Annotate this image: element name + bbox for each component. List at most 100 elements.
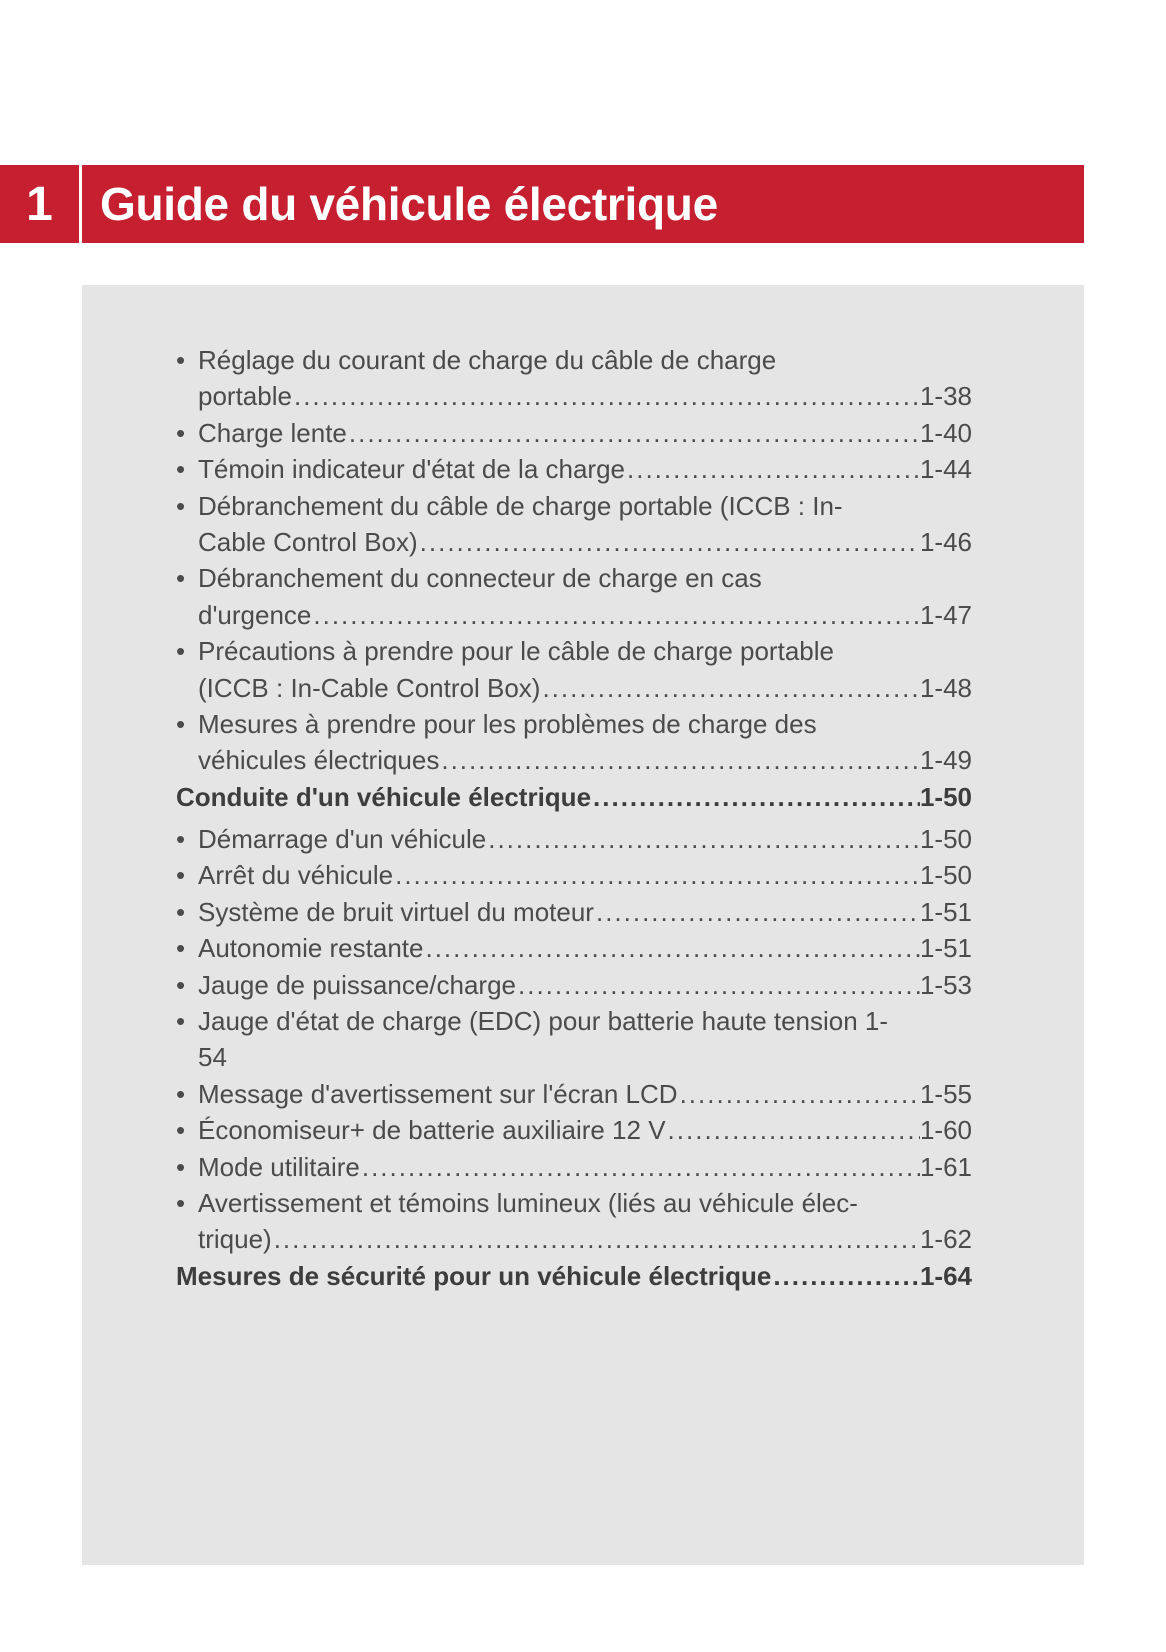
toc-leader	[625, 451, 920, 487]
bullet-icon: •	[176, 1076, 198, 1112]
toc-leader	[486, 821, 920, 857]
bullet-icon: •	[176, 342, 198, 378]
bullet-icon: •	[176, 894, 198, 930]
toc-text-line: • Débranchement du câble de charge porta…	[176, 488, 972, 524]
toc-last-line: d'urgence1-47	[176, 597, 972, 633]
toc-page-number: 1-38	[920, 378, 972, 414]
toc-label: • Réglage du courant de charge du câble …	[176, 342, 776, 378]
toc-leader	[292, 378, 920, 414]
toc-last-line: 54	[176, 1039, 972, 1075]
toc-label: • Témoin indicateur d'état de la charge	[176, 451, 625, 487]
toc-last-line: portable1-38	[176, 378, 972, 414]
bullet-icon: •	[176, 1149, 198, 1185]
toc-item: • Arrêt du véhicule 1-50	[176, 857, 972, 893]
toc-label: • Arrêt du véhicule	[176, 857, 393, 893]
chapter-number-box: 1	[0, 165, 82, 243]
toc-label: • Précautions à prendre pour le câble de…	[176, 633, 834, 669]
toc-page-number: 1-55	[920, 1076, 972, 1112]
toc-label: • Économiseur+ de batterie auxiliaire 12…	[176, 1112, 666, 1148]
toc-last-line: • Économiseur+ de batterie auxiliaire 12…	[176, 1112, 972, 1148]
toc-last-line: Conduite d'un véhicule électrique 1-50	[176, 779, 972, 815]
toc-last-line: (ICCB : In-Cable Control Box)1-48	[176, 670, 972, 706]
toc-leader	[311, 597, 920, 633]
toc-label: Cable Control Box)	[176, 524, 418, 560]
bullet-icon: •	[176, 488, 198, 524]
toc-leader	[540, 670, 920, 706]
toc-label: • Mesures à prendre pour les problèmes d…	[176, 706, 817, 742]
toc-text-line: • Précautions à prendre pour le câble de…	[176, 633, 972, 669]
toc-item: • Système de bruit virtuel du moteur 1-51	[176, 894, 972, 930]
toc-page-number: 1-51	[920, 894, 972, 930]
toc-last-line: • Démarrage d'un véhicule 1-50	[176, 821, 972, 857]
bullet-icon: •	[176, 560, 198, 596]
toc-item: • Économiseur+ de batterie auxiliaire 12…	[176, 1112, 972, 1148]
toc-page-number: 1-60	[920, 1112, 972, 1148]
toc-item: • Autonomie restante 1-51	[176, 930, 972, 966]
bullet-icon: •	[176, 1112, 198, 1148]
toc-item: • Avertissement et témoins lumineux (lié…	[176, 1185, 972, 1258]
toc-label: véhicules électriques	[176, 742, 439, 778]
toc-label: Conduite d'un véhicule électrique	[176, 779, 591, 815]
toc-heading: Mesures de sécurité pour un véhicule éle…	[176, 1258, 972, 1294]
toc-text-line: • Débranchement du connecteur de charge …	[176, 560, 972, 596]
toc-label: • Message d'avertissement sur l'écran LC…	[176, 1076, 678, 1112]
toc-leader	[347, 415, 920, 451]
toc-page-number: 1-49	[920, 742, 972, 778]
toc-last-line: • Autonomie restante 1-51	[176, 930, 972, 966]
toc-leader	[678, 1076, 920, 1112]
toc-leader	[591, 779, 920, 815]
toc-label: trique)	[176, 1221, 272, 1257]
toc-last-line: • Témoin indicateur d'état de la charge 1…	[176, 451, 972, 487]
toc-page-number: 1-50	[920, 779, 972, 815]
toc-label: • Débranchement du connecteur de charge …	[176, 560, 762, 596]
toc-last-line: • Jauge de puissance/charge 1-53	[176, 967, 972, 1003]
toc-leader	[594, 894, 920, 930]
toc-last-line: • Système de bruit virtuel du moteur 1-51	[176, 894, 972, 930]
bullet-icon: •	[176, 1185, 198, 1221]
toc-item: • Mode utilitaire 1-61	[176, 1149, 972, 1185]
toc-page-number: 1-61	[920, 1149, 972, 1185]
toc-leader	[771, 1258, 920, 1294]
toc-item: • Débranchement du câble de charge porta…	[176, 488, 972, 561]
toc-page-number: 1-64	[920, 1258, 972, 1294]
toc-last-line: Mesures de sécurité pour un véhicule éle…	[176, 1258, 972, 1294]
chapter-number: 1	[26, 177, 53, 232]
toc-page-number: 1-51	[920, 930, 972, 966]
toc-last-line: trique) 1-62	[176, 1221, 972, 1257]
toc-item: • Précautions à prendre pour le câble de…	[176, 633, 972, 706]
bullet-icon: •	[176, 821, 198, 857]
toc-last-line: • Arrêt du véhicule 1-50	[176, 857, 972, 893]
toc-page-number: 1-50	[920, 821, 972, 857]
toc-page-number: 1-53	[920, 967, 972, 1003]
toc-heading: Conduite d'un véhicule électrique 1-50	[176, 779, 972, 815]
bullet-icon: •	[176, 857, 198, 893]
bullet-icon: •	[176, 633, 198, 669]
toc-item: • Débranchement du connecteur de charge …	[176, 560, 972, 633]
toc-page-number: 1-46	[920, 524, 972, 560]
toc-label: • Démarrage d'un véhicule	[176, 821, 486, 857]
toc-label: Mesures de sécurité pour un véhicule éle…	[176, 1258, 771, 1294]
bullet-icon: •	[176, 415, 198, 451]
toc-item: • Témoin indicateur d'état de la charge 1…	[176, 451, 972, 487]
toc-leader	[418, 524, 920, 560]
toc-label: • Autonomie restante	[176, 930, 423, 966]
toc-label: • Jauge de puissance/charge	[176, 967, 516, 1003]
toc-last-line: • Mode utilitaire 1-61	[176, 1149, 972, 1185]
toc-item: • Mesures à prendre pour les problèmes d…	[176, 706, 972, 779]
bullet-icon: •	[176, 451, 198, 487]
toc-page-number: 1-44	[920, 451, 972, 487]
page: 1 Guide du véhicule électrique • Réglage…	[0, 0, 1166, 1652]
toc-text-line: • Mesures à prendre pour les problèmes d…	[176, 706, 972, 742]
toc-item: • Démarrage d'un véhicule 1-50	[176, 821, 972, 857]
toc-label: • Mode utilitaire	[176, 1149, 360, 1185]
toc-page-number: 1-48	[920, 670, 972, 706]
toc-last-line: • Message d'avertissement sur l'écran LC…	[176, 1076, 972, 1112]
toc-page-number: 1-50	[920, 857, 972, 893]
toc-label: • Système de bruit virtuel du moteur	[176, 894, 594, 930]
toc-page-number: 1-62	[920, 1221, 972, 1257]
toc-text-line: • Jauge d'état de charge (EDC) pour batt…	[176, 1003, 972, 1039]
toc-page-number: 1-40	[920, 415, 972, 451]
chapter-title: Guide du véhicule électrique	[82, 177, 718, 231]
toc-item: • Jauge de puissance/charge 1-53	[176, 967, 972, 1003]
toc-item: • Jauge d'état de charge (EDC) pour batt…	[176, 1003, 972, 1076]
